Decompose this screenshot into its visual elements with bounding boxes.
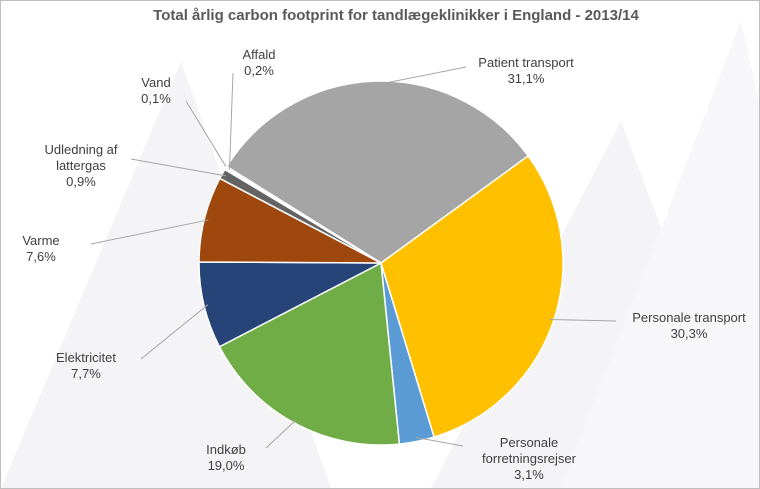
data-label: Varme 7,6% (1, 233, 81, 265)
data-label: Personale transport 30,3% (614, 310, 759, 342)
leader-line (185, 100, 230, 172)
data-label: Personale forretningsrejser 3,1% (464, 435, 594, 483)
chart-title: Total årlig carbon footprint for tandlæg… (153, 7, 639, 24)
category-label: Personale transport (632, 310, 746, 325)
value-label: 30,3% (670, 326, 708, 341)
category-label: Affald (242, 47, 276, 62)
value-label: 0,2% (244, 63, 274, 78)
data-label: Udledning af lattergas 0,9% (31, 142, 131, 190)
category-label: Varme (22, 233, 60, 248)
leader-line (549, 318, 617, 322)
background-shape (561, 21, 759, 488)
category-label: Vand (141, 75, 171, 90)
data-label: Indkøb 19,0% (186, 442, 266, 474)
leader-line (265, 419, 297, 449)
pie-slice (380, 154, 564, 439)
leader-line (140, 304, 209, 360)
leader-line (130, 158, 226, 177)
pie-slice (224, 165, 382, 264)
leader-line (228, 72, 234, 170)
category-label: Elektricitet (56, 350, 116, 365)
value-label: 7,7% (71, 366, 101, 381)
pie-slice (225, 80, 530, 264)
leader-line (374, 66, 467, 86)
category-label: Patient transport (478, 55, 574, 70)
value-label: 7,6% (26, 249, 56, 264)
data-label: Vand 0,1% (126, 75, 186, 107)
pie-slice (218, 261, 401, 446)
data-label: Elektricitet 7,7% (36, 350, 136, 382)
value-label: 19,0% (207, 458, 245, 473)
value-label: 0,9% (66, 174, 96, 189)
data-label: Patient transport 31,1% (466, 55, 586, 87)
value-label: 31,1% (507, 71, 545, 86)
category-label: Udledning af lattergas (44, 142, 118, 173)
data-label: Affald 0,2% (229, 47, 289, 79)
value-label: 0,1% (141, 91, 171, 106)
category-label: Personale forretningsrejser (482, 435, 576, 466)
leader-line (416, 437, 464, 447)
category-label: Indkøb (206, 442, 246, 457)
value-label: 3,1% (514, 467, 544, 482)
leader-line (90, 219, 209, 245)
